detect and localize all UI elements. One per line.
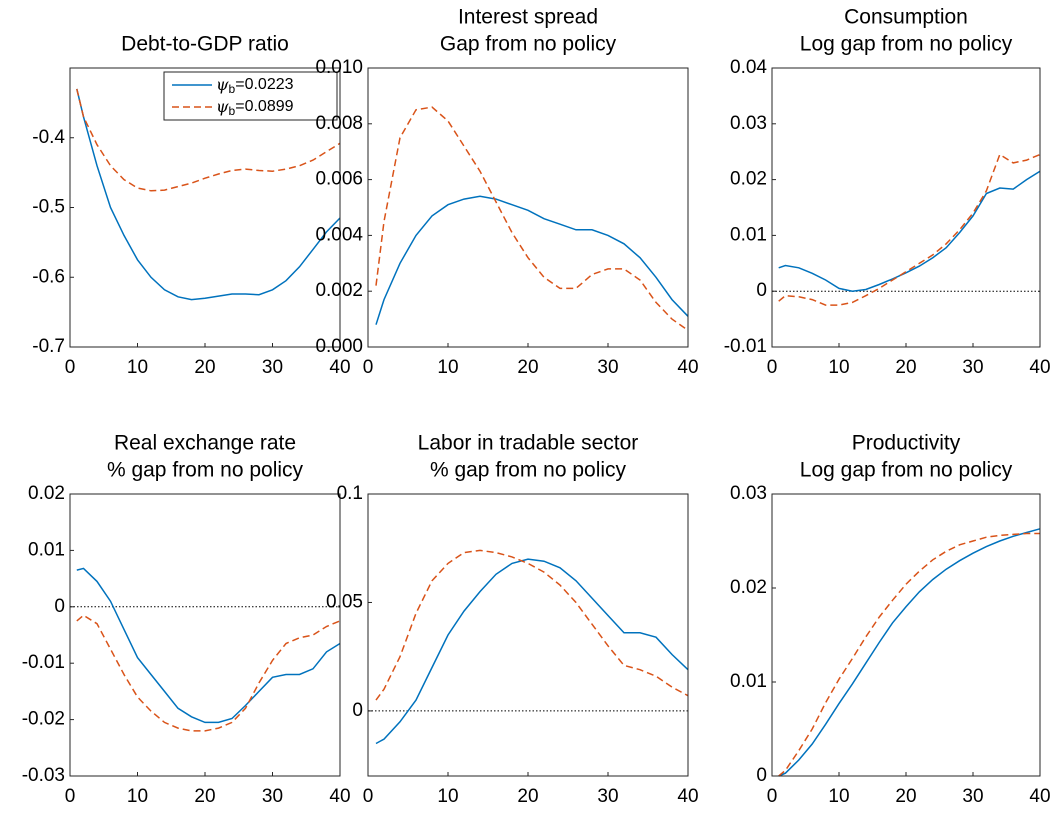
series-line bbox=[76, 88, 341, 301]
series-line bbox=[778, 153, 1041, 306]
x-tick-label: 0 bbox=[363, 357, 374, 378]
x-tick-label: 20 bbox=[895, 357, 916, 378]
x-tick-label: 20 bbox=[895, 786, 916, 807]
series-line bbox=[778, 170, 1041, 292]
legend-box bbox=[163, 71, 338, 121]
y-tick-label: 0.03 bbox=[730, 483, 767, 504]
panel-title: Interest spread bbox=[458, 6, 598, 29]
panel-title: Productivity bbox=[852, 432, 961, 455]
y-tick-label: 0.002 bbox=[315, 280, 363, 301]
series-line bbox=[375, 106, 689, 331]
panel-title: % gap from no policy bbox=[107, 459, 304, 482]
x-tick-label: 30 bbox=[262, 357, 283, 378]
legend-label: ψb=0.0899 bbox=[216, 97, 294, 119]
y-tick-label: 0.02 bbox=[28, 483, 65, 504]
x-tick-label: 10 bbox=[437, 786, 458, 807]
y-tick-label: -0.5 bbox=[32, 197, 65, 218]
y-tick-label: -0.6 bbox=[32, 266, 65, 287]
x-tick-label: 10 bbox=[828, 786, 849, 807]
x-tick-label: 10 bbox=[437, 357, 458, 378]
x-tick-label: 40 bbox=[1029, 357, 1050, 378]
panel-title: Consumption bbox=[844, 6, 968, 29]
x-tick-label: 20 bbox=[517, 786, 538, 807]
y-tick-label: 0.02 bbox=[730, 577, 767, 598]
y-tick-label: 0 bbox=[756, 765, 767, 786]
axes-box bbox=[771, 493, 1041, 777]
x-tick-label: 0 bbox=[363, 786, 374, 807]
y-tick-label: -0.7 bbox=[32, 336, 65, 357]
panel-title: Real exchange rate bbox=[114, 432, 296, 455]
y-tick-label: -0.03 bbox=[22, 765, 65, 786]
y-tick-label: 0.04 bbox=[730, 57, 767, 78]
x-tick-label: 20 bbox=[194, 357, 215, 378]
legend-label: ψb=0.0223 bbox=[216, 75, 294, 97]
y-tick-label: 0.006 bbox=[315, 169, 363, 190]
panel-title: Debt-to-GDP ratio bbox=[121, 33, 289, 56]
x-tick-label: 20 bbox=[194, 786, 215, 807]
x-tick-label: 20 bbox=[517, 357, 538, 378]
y-tick-label: 0.008 bbox=[315, 113, 363, 134]
x-tick-label: 0 bbox=[65, 786, 76, 807]
y-tick-label: 0 bbox=[54, 596, 65, 617]
y-tick-label: 0.01 bbox=[730, 671, 767, 692]
axes-box bbox=[367, 67, 689, 348]
x-tick-label: 40 bbox=[677, 357, 698, 378]
y-tick-label: 0.004 bbox=[315, 224, 363, 245]
series-line bbox=[76, 567, 341, 724]
x-tick-label: 0 bbox=[767, 357, 778, 378]
x-tick-label: 30 bbox=[597, 357, 618, 378]
axes-box bbox=[367, 493, 689, 777]
x-tick-label: 30 bbox=[962, 357, 983, 378]
panel-title: Labor in tradable sector bbox=[418, 432, 639, 455]
x-tick-label: 40 bbox=[329, 357, 350, 378]
y-tick-label: 0.03 bbox=[730, 113, 767, 134]
x-tick-label: 30 bbox=[262, 786, 283, 807]
y-tick-label: 0 bbox=[756, 280, 767, 301]
y-tick-label: 0.01 bbox=[730, 224, 767, 245]
y-tick-label: 0.05 bbox=[326, 591, 363, 612]
x-tick-label: 40 bbox=[1029, 786, 1050, 807]
x-tick-label: 10 bbox=[127, 786, 148, 807]
y-tick-label: 0.02 bbox=[730, 169, 767, 190]
y-tick-label: 0 bbox=[352, 700, 363, 721]
y-tick-label: -0.01 bbox=[22, 652, 65, 673]
y-tick-label: 0.1 bbox=[337, 483, 363, 504]
y-tick-label: -0.01 bbox=[724, 336, 767, 357]
y-tick-label: 0.000 bbox=[315, 336, 363, 357]
x-tick-label: 40 bbox=[677, 786, 698, 807]
panel-title: % gap from no policy bbox=[430, 459, 627, 482]
x-tick-label: 10 bbox=[127, 357, 148, 378]
series-line bbox=[76, 614, 341, 732]
x-tick-label: 10 bbox=[828, 357, 849, 378]
x-tick-label: 0 bbox=[65, 357, 76, 378]
series-line bbox=[375, 558, 689, 745]
x-tick-label: 40 bbox=[329, 786, 350, 807]
x-tick-label: 30 bbox=[962, 786, 983, 807]
series-line bbox=[76, 88, 341, 192]
panel-title: Log gap from no policy bbox=[800, 459, 1013, 482]
y-tick-label: 0.010 bbox=[315, 57, 363, 78]
y-tick-label: -0.02 bbox=[22, 709, 65, 730]
series-line bbox=[778, 528, 1041, 777]
x-tick-label: 30 bbox=[597, 786, 618, 807]
series-line bbox=[375, 549, 689, 701]
series-line bbox=[778, 532, 1040, 777]
y-tick-label: 0.01 bbox=[28, 539, 65, 560]
axes-box bbox=[69, 67, 341, 348]
y-tick-label: -0.4 bbox=[32, 127, 65, 148]
panel-title: Log gap from no policy bbox=[800, 33, 1013, 56]
series-line bbox=[375, 195, 689, 325]
axes-box bbox=[771, 67, 1041, 348]
panel-title: Gap from no policy bbox=[440, 33, 617, 56]
axes-box bbox=[69, 493, 341, 777]
x-tick-label: 0 bbox=[767, 786, 778, 807]
